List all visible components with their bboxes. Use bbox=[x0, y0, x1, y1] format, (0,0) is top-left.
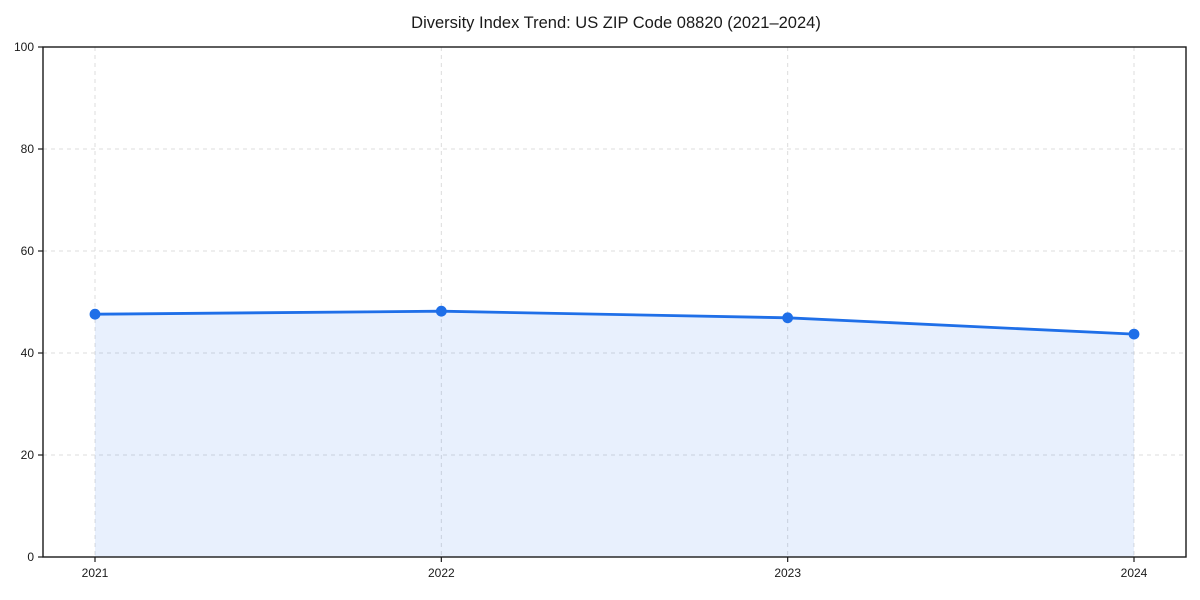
y-tick-label: 60 bbox=[21, 244, 35, 258]
area-fill bbox=[95, 311, 1134, 557]
y-tick-label: 40 bbox=[21, 346, 35, 360]
y-tick-label: 100 bbox=[14, 40, 34, 54]
trend-line bbox=[93, 309, 1136, 336]
data-points bbox=[89, 305, 1140, 340]
y-axis-ticks: 0 20 40 60 80 100 bbox=[14, 40, 43, 564]
x-tick-label: 2022 bbox=[428, 566, 455, 580]
data-point-2024 bbox=[1128, 328, 1140, 340]
axis-gridlines bbox=[43, 47, 1186, 557]
x-tick-label: 2023 bbox=[774, 566, 801, 580]
data-point-2023 bbox=[782, 312, 794, 324]
plot-frame bbox=[42, 46, 1187, 558]
x-tick-label: 2021 bbox=[82, 566, 109, 580]
data-point-2021 bbox=[89, 308, 101, 320]
y-tick-label: 80 bbox=[21, 142, 35, 156]
y-tick-label: 0 bbox=[27, 550, 34, 564]
x-axis-ticks: 2021 2022 2023 2024 bbox=[82, 557, 1148, 580]
data-point-2022 bbox=[435, 305, 447, 317]
chart-title: Diversity Index Trend: US ZIP Code 08820… bbox=[411, 14, 821, 32]
y-tick-label: 20 bbox=[21, 448, 35, 462]
x-tick-label: 2024 bbox=[1121, 566, 1148, 580]
